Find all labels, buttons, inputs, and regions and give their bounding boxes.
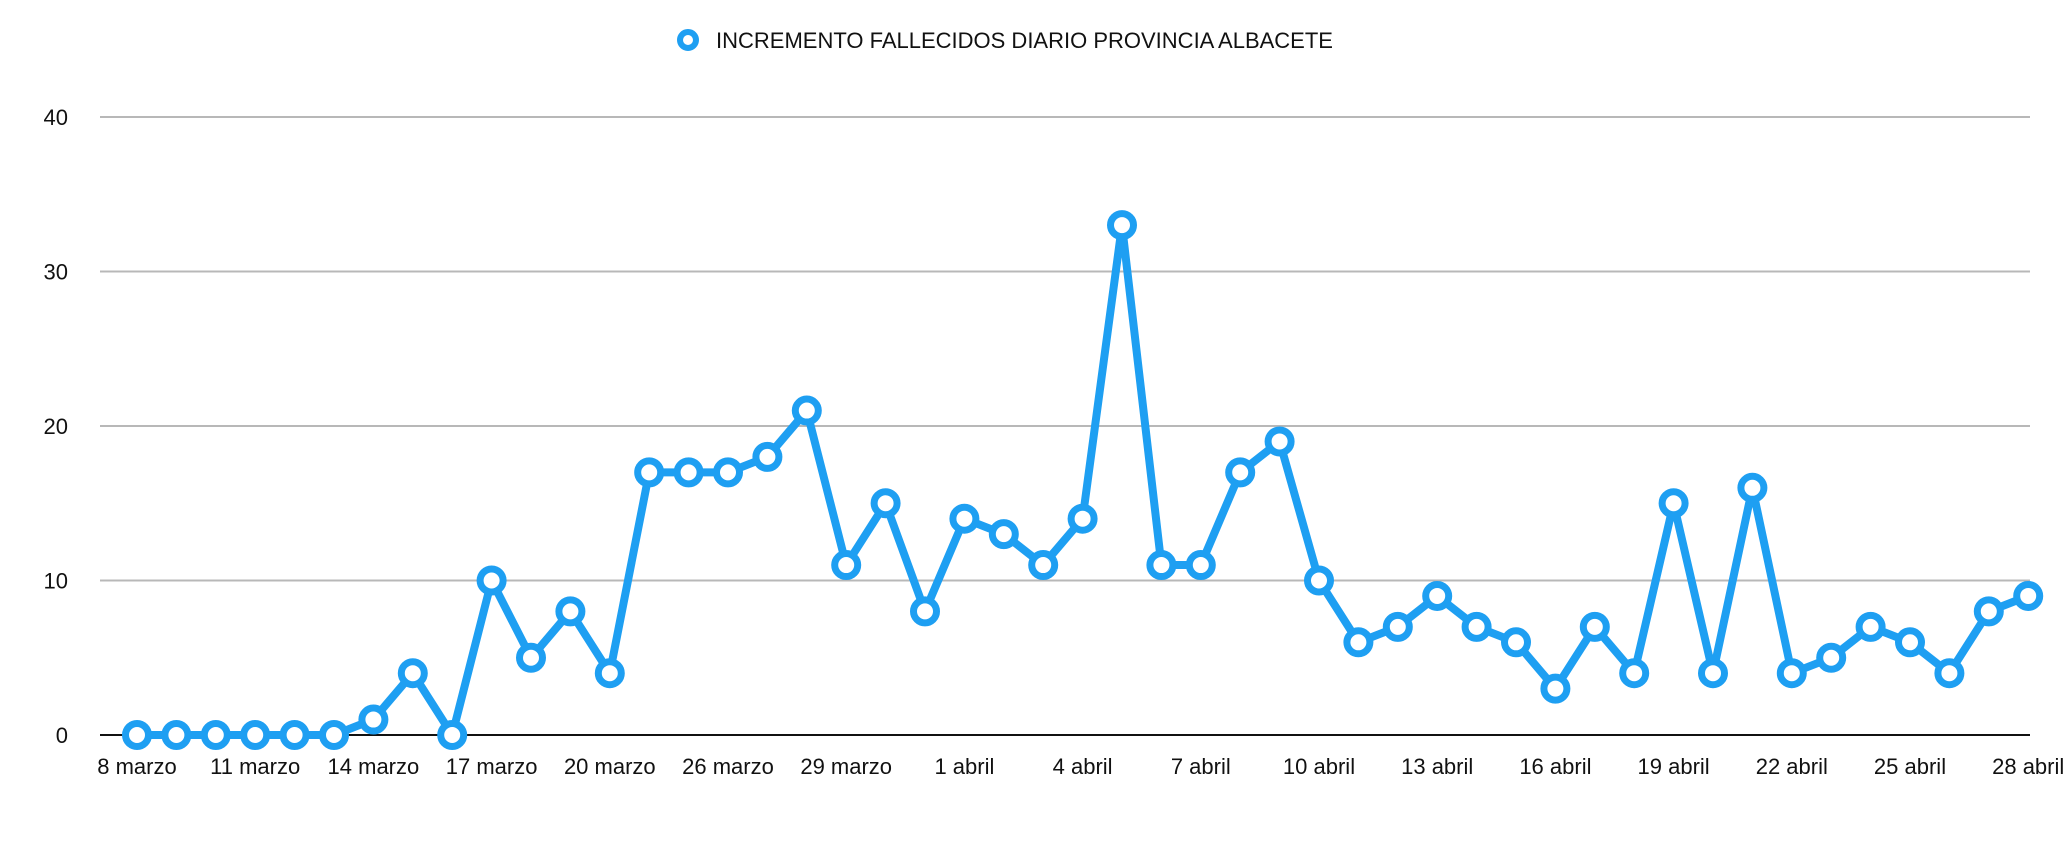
- data-point: [1264, 426, 1295, 457]
- data-point: [1067, 503, 1098, 534]
- data-point: [870, 488, 901, 519]
- data-point: [1185, 550, 1216, 581]
- x-tick-label: 22 abril: [1756, 754, 1828, 779]
- data-point: [1461, 611, 1492, 642]
- data-point: [2013, 580, 2044, 611]
- data-point: [122, 720, 152, 750]
- data-point: [437, 720, 468, 750]
- x-tick-label: 14 marzo: [328, 754, 420, 779]
- legend: INCREMENTO FALLECIDOS DIARIO PROVINCIA A…: [677, 28, 1333, 53]
- y-tick-label: 40: [44, 105, 68, 130]
- data-point: [358, 704, 389, 735]
- x-tick-label: 26 marzo: [682, 754, 774, 779]
- grid-lines: [100, 116, 2030, 582]
- data-point: [1540, 673, 1571, 704]
- data-point: [594, 658, 625, 689]
- data-point: [1816, 642, 1847, 673]
- data-point: [988, 519, 1019, 550]
- data-point: [1107, 210, 1137, 241]
- x-tick-label: 8 marzo: [97, 754, 176, 779]
- data-point: [634, 457, 665, 488]
- data-point: [1579, 611, 1610, 642]
- data-point: [831, 550, 862, 581]
- x-axis: 8 marzo 11 marzo 14 marzo 17 marzo 20 marzo 2…: [97, 734, 2064, 779]
- data-point: [1776, 658, 1807, 689]
- data-point: [1422, 580, 1453, 611]
- data-point: [752, 441, 783, 472]
- x-tick-label: 20 marzo: [564, 754, 656, 779]
- y-tick-label: 30: [44, 260, 68, 285]
- legend-marker-icon: [677, 29, 699, 51]
- data-point: [713, 457, 743, 488]
- data-point: [1934, 658, 1965, 689]
- x-tick-label: 11 marzo: [210, 754, 300, 779]
- x-tick-label: 29 marzo: [800, 754, 892, 779]
- data-point: [200, 720, 231, 750]
- data-point: [791, 395, 822, 426]
- x-tick-label: 10 abril: [1283, 754, 1355, 779]
- x-tick-label: 1 abril: [934, 754, 994, 779]
- x-tick-label: 4 abril: [1053, 754, 1113, 779]
- y-tick-label: 20: [44, 414, 68, 439]
- x-tick-label: 16 abril: [1519, 754, 1591, 779]
- data-point: [1973, 596, 2004, 627]
- data-point: [319, 720, 349, 750]
- data-point: [516, 642, 546, 673]
- y-tick-label: 0: [56, 723, 68, 748]
- data-point: [673, 457, 704, 488]
- data-point: [1501, 627, 1531, 658]
- data-point: [1895, 627, 1925, 658]
- data-point: [279, 720, 310, 750]
- data-point: [240, 720, 271, 750]
- data-point: [949, 503, 980, 534]
- x-tick-label: 13 abril: [1401, 754, 1473, 779]
- data-point: [1855, 611, 1886, 642]
- legend-label: INCREMENTO FALLECIDOS DIARIO PROVINCIA A…: [716, 28, 1333, 53]
- data-point: [1737, 472, 1768, 503]
- x-tick-label: 7 abril: [1171, 754, 1231, 779]
- data-point: [1304, 565, 1334, 596]
- x-tick-label: 17 marzo: [446, 754, 538, 779]
- data-point: [161, 720, 192, 750]
- data-point: [1658, 488, 1689, 519]
- y-axis: 0 10 20 30 40: [44, 105, 68, 748]
- data-point: [910, 596, 940, 627]
- x-tick-label: 25 abril: [1874, 754, 1946, 779]
- data-point: [555, 596, 586, 627]
- data-point: [1225, 457, 1256, 488]
- data-point: [1382, 611, 1413, 642]
- series-layer: [122, 210, 2044, 750]
- data-point: [1146, 550, 1177, 581]
- x-tick-label: 19 abril: [1638, 754, 1710, 779]
- data-point: [1698, 658, 1728, 689]
- data-point: [476, 565, 507, 596]
- data-point: [1619, 658, 1650, 689]
- data-point: [1028, 550, 1059, 581]
- data-point: [397, 658, 428, 689]
- x-tick-label: 28 abril: [1992, 754, 2064, 779]
- data-point: [1343, 627, 1374, 658]
- y-tick-label: 10: [44, 569, 68, 594]
